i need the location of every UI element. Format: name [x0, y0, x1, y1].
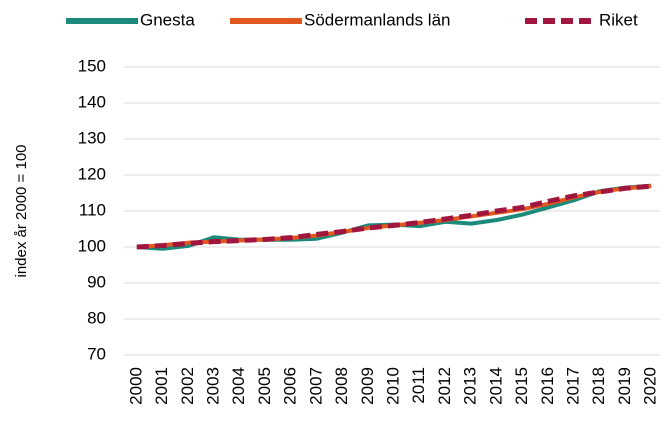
- x-tick-label: 2010: [383, 367, 402, 405]
- x-tick-label: 2011: [409, 367, 428, 404]
- x-tick-label: 2004: [229, 367, 248, 405]
- legend-label: Södermanlands län: [304, 10, 450, 29]
- y-tick-label: 110: [79, 200, 106, 219]
- x-tick-label: 2016: [538, 367, 557, 405]
- y-tick-label: 70: [87, 344, 106, 363]
- x-tick-label: 2013: [461, 367, 480, 405]
- x-tick-label: 2000: [126, 367, 145, 405]
- x-tick-label: 2019: [615, 367, 634, 405]
- x-tick-label: 2017: [563, 367, 582, 405]
- y-tick-label: 90: [87, 272, 106, 291]
- x-tick-label: 2018: [589, 367, 608, 405]
- y-tick-label: 120: [78, 164, 106, 183]
- legend-label: Gnesta: [140, 10, 195, 29]
- y-tick-label: 150: [78, 56, 106, 75]
- legend-label: Riket: [599, 10, 638, 29]
- y-tick-label: 140: [78, 92, 106, 111]
- x-tick-label: 2015: [512, 367, 531, 405]
- x-tick-label: 2002: [178, 367, 197, 405]
- y-tick-label: 80: [87, 308, 106, 327]
- x-tick-label: 2005: [255, 367, 274, 405]
- x-tick-label: 2006: [281, 367, 300, 405]
- series-line: [136, 183, 652, 250]
- x-tick-label: 2014: [486, 367, 505, 405]
- x-tick-label: 2009: [358, 367, 377, 405]
- x-tick-label: 2001: [152, 367, 171, 405]
- x-tick-label: 2008: [332, 367, 351, 405]
- x-tick-label: 2007: [306, 367, 325, 405]
- y-axis-label: index år 2000 = 100: [13, 144, 30, 277]
- y-tick-label: 130: [78, 128, 106, 147]
- x-tick-label: 2003: [203, 367, 222, 405]
- y-tick-label: 100: [78, 236, 106, 255]
- x-tick-label: 2020: [641, 367, 660, 405]
- x-tick-label: 2012: [435, 367, 454, 405]
